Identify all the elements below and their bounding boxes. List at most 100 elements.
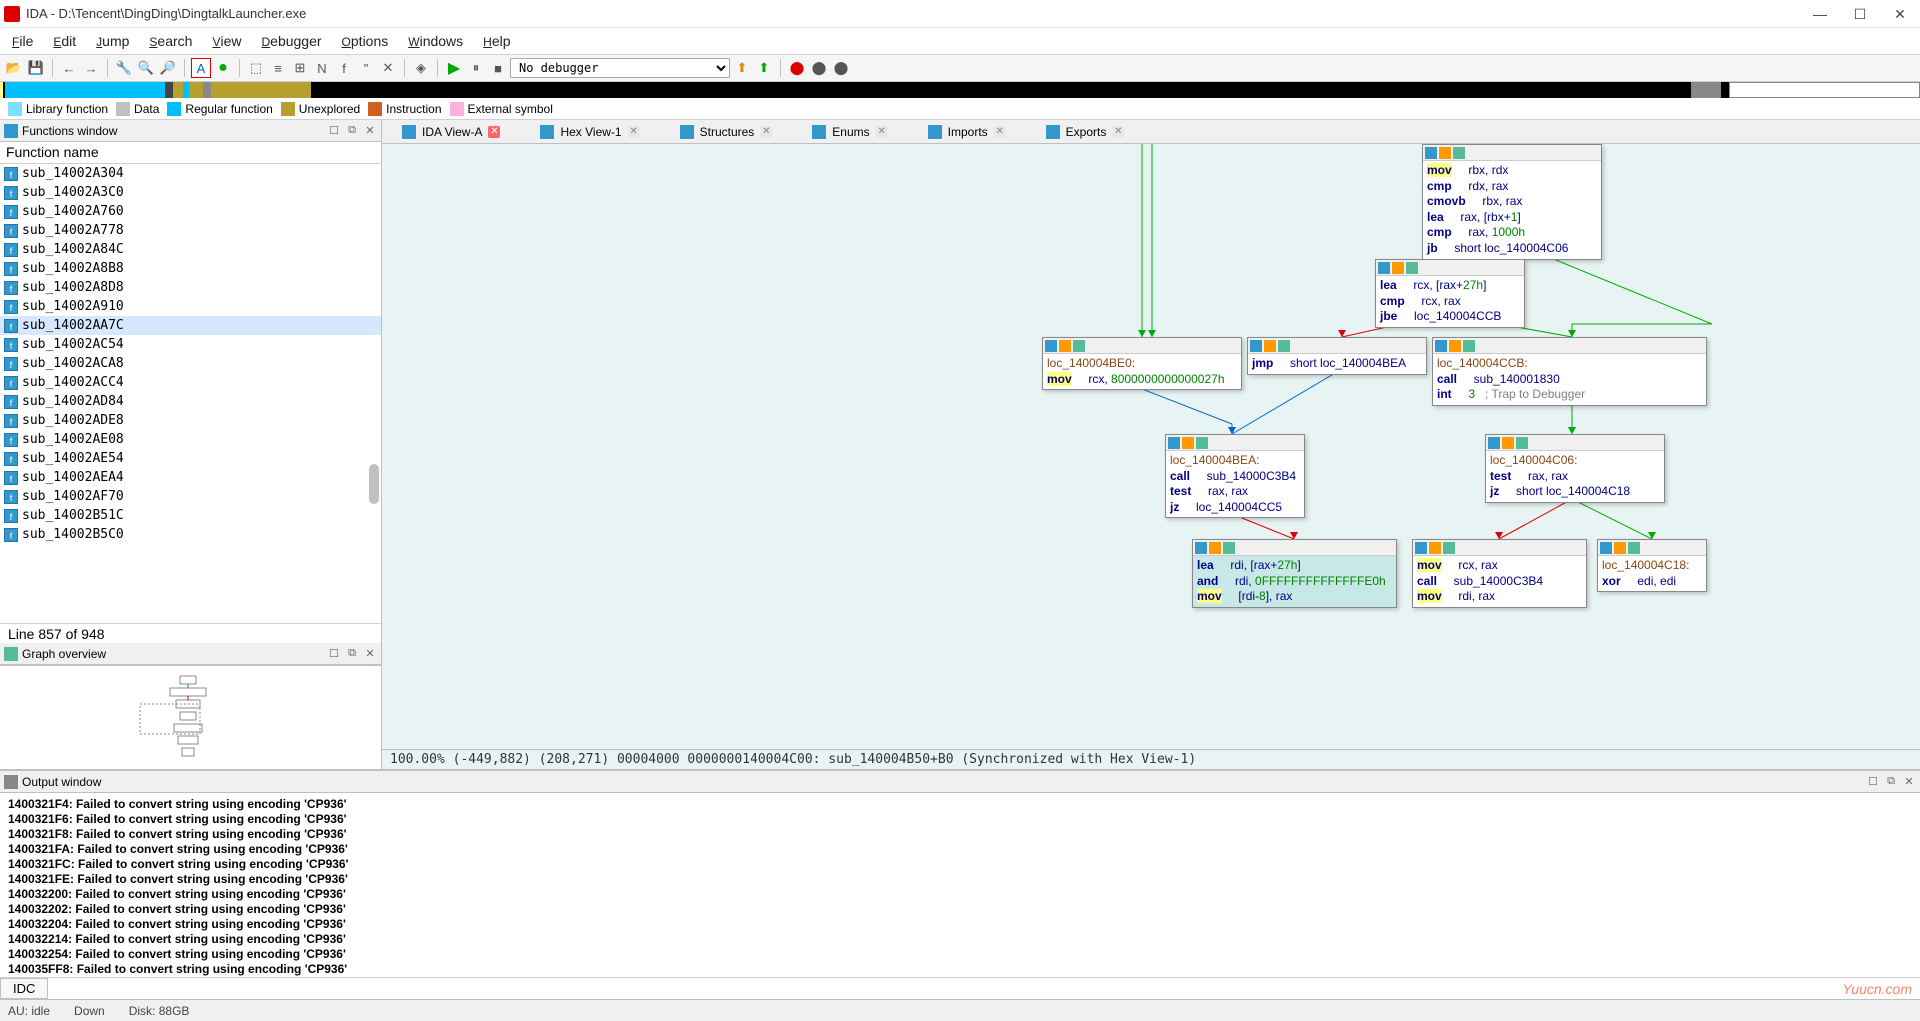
function-row[interactable]: fsub_14002A778 [0, 221, 381, 240]
nav-segment[interactable] [189, 82, 203, 98]
graph-node[interactable]: lea rdi, [rax+27h]and rdi, 0FFFFFFFFFFFF… [1192, 539, 1397, 608]
run-icon[interactable]: ▶ [444, 58, 464, 78]
stop-icon[interactable]: ■ [488, 58, 508, 78]
back-icon[interactable]: ← [59, 58, 79, 78]
menu-edit[interactable]: Edit [45, 31, 84, 51]
bp1-icon[interactable]: ⬤ [787, 58, 807, 78]
graph-node[interactable]: lea rcx, [rax+27h]cmp rcx, raxjbe loc_14… [1375, 259, 1525, 328]
zoom-icon[interactable]: 🔎 [158, 58, 178, 78]
function-row[interactable]: fsub_14002A8D8 [0, 278, 381, 297]
function-row[interactable]: fsub_14002ADE8 [0, 411, 381, 430]
xref-icon[interactable]: ✕ [378, 58, 398, 78]
ov-restore-icon[interactable]: ☐ [327, 647, 341, 661]
dbg2-icon[interactable]: ⬆ [754, 58, 774, 78]
tool-icon[interactable]: 🔧 [114, 58, 134, 78]
nav-search-input[interactable] [1729, 82, 1920, 98]
navigation-band[interactable] [0, 82, 1920, 98]
out-restore-icon[interactable]: ☐ [1866, 775, 1880, 789]
minimize-button[interactable]: — [1812, 6, 1828, 22]
tab-ida-view-a[interactable]: IDA View-A✕ [382, 120, 520, 143]
graph-node[interactable]: mov rbx, rdxcmp rdx, raxcmovb rbx, raxle… [1422, 144, 1602, 260]
graph-node[interactable]: loc_140004BEA:call sub_14000C3B4test rax… [1165, 434, 1305, 518]
graph-node[interactable]: loc_140004C18:xor edi, edi [1597, 539, 1707, 592]
function-row[interactable]: fsub_14002A910 [0, 297, 381, 316]
nav-segment[interactable] [311, 82, 1691, 98]
graph-node[interactable]: loc_140004BE0:mov rcx, 8000000000000027h [1042, 337, 1242, 390]
fwd-icon[interactable]: → [81, 58, 101, 78]
graph-view[interactable]: mov rbx, rdxcmp rdx, raxcmovb rbx, raxle… [382, 144, 1920, 749]
scrollbar-thumb[interactable] [369, 464, 379, 504]
nav-segment[interactable] [211, 82, 311, 98]
menu-debugger[interactable]: Debugger [253, 31, 329, 51]
menu-help[interactable]: Help [475, 31, 518, 51]
tab-imports[interactable]: Imports✕ [908, 120, 1026, 143]
nav-segment[interactable] [173, 82, 183, 98]
graph-node[interactable]: mov rcx, raxcall sub_14000C3B4mov rdi, r… [1412, 539, 1587, 608]
menu-windows[interactable]: Windows [400, 31, 471, 51]
open-icon[interactable]: 📂 [4, 58, 24, 78]
function-row[interactable]: fsub_14002A8B8 [0, 259, 381, 278]
function-row[interactable]: fsub_14002AE08 [0, 430, 381, 449]
function-row[interactable]: fsub_14002AD84 [0, 392, 381, 411]
enum-icon[interactable]: ⊞ [290, 58, 310, 78]
graph-node[interactable]: jmp short loc_140004BEA [1247, 337, 1427, 375]
tab-structures[interactable]: Structures✕ [660, 120, 793, 143]
out-close-icon[interactable]: ✕ [1902, 775, 1916, 789]
function-row[interactable]: fsub_14002A84C [0, 240, 381, 259]
function-row[interactable]: fsub_14002ACC4 [0, 373, 381, 392]
graph-node[interactable]: loc_140004CCB:call sub_140001830int 3 ; … [1432, 337, 1707, 406]
menu-file[interactable]: File [4, 31, 41, 51]
function-row[interactable]: fsub_14002AA7C [0, 316, 381, 335]
graph-icon[interactable]: ◈ [411, 58, 431, 78]
names-icon[interactable]: N [312, 58, 332, 78]
pane-close-icon[interactable]: ✕ [363, 124, 377, 138]
tab-hex-view-1[interactable]: Hex View-1✕ [520, 120, 659, 143]
function-row[interactable]: fsub_14002A760 [0, 202, 381, 221]
text-icon[interactable]: A [191, 58, 211, 78]
function-row[interactable]: fsub_14002A3C0 [0, 183, 381, 202]
nav-segment[interactable] [165, 82, 173, 98]
bp3-icon[interactable]: ⬤ [831, 58, 851, 78]
tab-exports[interactable]: Exports✕ [1026, 120, 1145, 143]
nav-segment[interactable] [203, 82, 211, 98]
func-icon[interactable]: f [334, 58, 354, 78]
pause-icon[interactable]: ⏸ [466, 58, 486, 78]
graph-node[interactable]: loc_140004C06:test rax, raxjz short loc_… [1485, 434, 1665, 503]
menu-view[interactable]: View [204, 31, 249, 51]
hex-icon[interactable]: ⬚ [246, 58, 266, 78]
idc-label[interactable]: IDC [0, 978, 48, 999]
dbg1-icon[interactable]: ⬆ [732, 58, 752, 78]
menu-options[interactable]: Options [334, 31, 397, 51]
function-row[interactable]: fsub_14002ACA8 [0, 354, 381, 373]
pane-restore-icon[interactable]: ☐ [327, 124, 341, 138]
save-icon[interactable]: 💾 [26, 58, 46, 78]
bp2-icon[interactable]: ⬤ [809, 58, 829, 78]
function-row[interactable]: fsub_14002AF70 [0, 487, 381, 506]
pane-pop-icon[interactable]: ⧉ [345, 124, 359, 138]
debugger-select[interactable]: No debugger [510, 58, 730, 78]
function-row[interactable]: fsub_14002B51C [0, 506, 381, 525]
play-icon[interactable]: ● [213, 58, 233, 78]
nav-segment[interactable] [1691, 82, 1721, 98]
ov-close-icon[interactable]: ✕ [363, 647, 377, 661]
tab-enums[interactable]: Enums✕ [792, 120, 907, 143]
output-body[interactable]: 1400321F4: Failed to convert string usin… [0, 793, 1920, 977]
search-icon[interactable]: 🔍 [136, 58, 156, 78]
menu-jump[interactable]: Jump [88, 31, 137, 51]
graph-overview[interactable] [0, 665, 381, 769]
function-row[interactable]: fsub_14002AC54 [0, 335, 381, 354]
function-row[interactable]: fsub_14002A304 [0, 164, 381, 183]
nav-segment[interactable] [5, 82, 165, 98]
ov-pop-icon[interactable]: ⧉ [345, 647, 359, 661]
close-button[interactable]: ✕ [1892, 6, 1908, 22]
function-row[interactable]: fsub_14002AEA4 [0, 468, 381, 487]
out-pop-icon[interactable]: ⧉ [1884, 775, 1898, 789]
function-row[interactable]: fsub_14002AE54 [0, 449, 381, 468]
function-row[interactable]: fsub_14002B5C0 [0, 525, 381, 544]
str-icon[interactable]: " [356, 58, 376, 78]
menu-search[interactable]: Search [141, 31, 200, 51]
functions-column-header[interactable]: Function name [0, 142, 381, 164]
functions-list[interactable]: fsub_14002A304fsub_14002A3C0fsub_14002A7… [0, 164, 381, 623]
struct-icon[interactable]: ≡ [268, 58, 288, 78]
maximize-button[interactable]: ☐ [1852, 6, 1868, 22]
